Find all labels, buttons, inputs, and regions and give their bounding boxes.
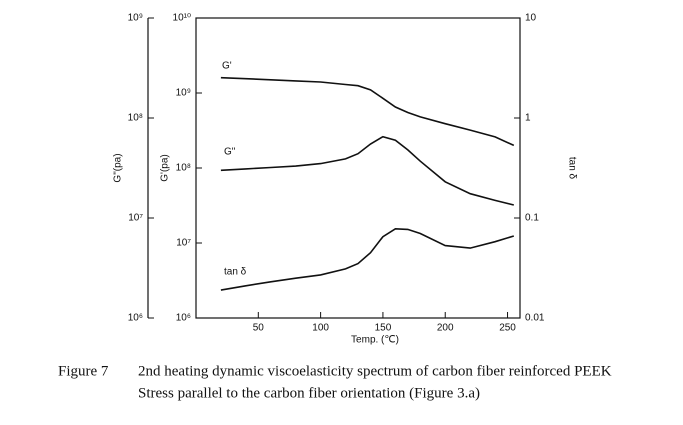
caption-figure: Figure 7 (58, 363, 109, 379)
line-series (220, 135, 514, 206)
y-tick-label: 10⁷ (176, 238, 191, 249)
x-tick-label: 50 (253, 323, 265, 334)
x-tick-label: 100 (312, 323, 329, 334)
y-tick-label: 10⁷ (128, 213, 143, 224)
y-tick-label: 10⁹ (176, 88, 191, 99)
y2-axis-label: tan δ (566, 157, 577, 180)
caption-line: 2nd heating dynamic viscoelasticity spec… (138, 363, 612, 379)
annotation: G" (224, 147, 236, 158)
x-tick-label: 250 (499, 323, 516, 334)
y-tick-label: 10¹⁰ (173, 13, 191, 24)
x-tick-label: 200 (437, 323, 454, 334)
line-series (220, 227, 515, 291)
y-tick-label: 10⁶ (128, 313, 143, 324)
x-tick-label: 150 (375, 323, 392, 334)
y-tick-label: 10⁸ (176, 163, 191, 174)
line-series (220, 76, 515, 147)
y-tick-label: 10 (525, 13, 537, 24)
annotation: tan δ (224, 267, 247, 278)
caption-line: Stress parallel to the carbon fiber orie… (138, 385, 480, 401)
y-tick-label: 10⁹ (128, 13, 143, 24)
y-tick-label: 10⁶ (176, 313, 191, 324)
y-tick-label: 0.1 (525, 213, 539, 224)
y-axis-label: G'(pa) (160, 154, 171, 181)
y-tick-label: 1 (525, 113, 531, 124)
y-tick-label: 10⁸ (128, 113, 143, 124)
y-tick-label: 0.01 (525, 313, 545, 324)
x-axis-label: Temp. (℃) (351, 335, 399, 346)
annotation: G' (222, 61, 232, 72)
y3-axis-label: G"(pa) (113, 153, 124, 182)
